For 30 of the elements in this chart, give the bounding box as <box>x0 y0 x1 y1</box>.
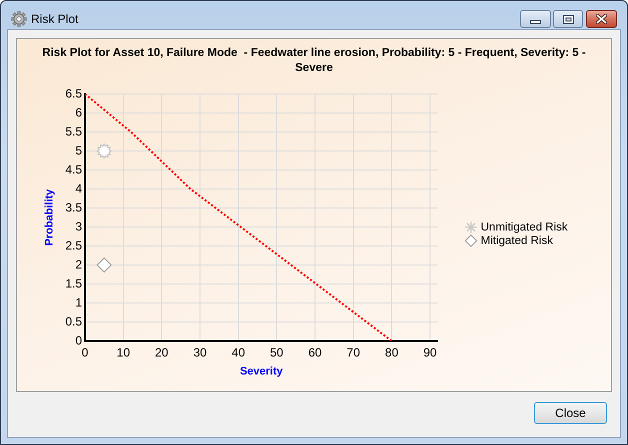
window-title: Risk Plot <box>31 11 78 27</box>
y-tick-label: 0 <box>75 333 82 348</box>
y-tick-label: 4 <box>75 181 82 196</box>
x-tick-label: 90 <box>423 346 438 360</box>
x-tick-label: 60 <box>308 346 322 360</box>
x-tick-label: 40 <box>232 346 246 360</box>
y-axis-title: Probability <box>44 188 56 246</box>
x-tick-label: 70 <box>346 346 360 360</box>
x-tick-label: 30 <box>193 346 208 360</box>
close-button-label: Close <box>555 406 586 420</box>
y-tick-label: 5.5 <box>65 124 82 138</box>
y-tick-label: 3 <box>75 219 82 234</box>
y-tick-label: 1.5 <box>65 276 82 290</box>
y-tick-label: 3.5 <box>65 200 82 214</box>
x-tick-label: 80 <box>385 346 399 360</box>
y-tick-label: 4.5 <box>65 162 82 176</box>
y-tick-label: 2 <box>75 257 82 272</box>
y-tick-label: 5 <box>75 143 82 158</box>
x-axis-title: Severity <box>240 365 284 378</box>
y-tick-label: 1 <box>75 295 82 310</box>
chart-title: Risk Plot for Asset 10, Failure Mode - Feedwater line erosion, Probability: 5 - Frequent, Severity: 5 - Severe <box>42 47 586 74</box>
x-tick-label: 50 <box>270 346 284 360</box>
y-tick-label: 6.5 <box>65 86 82 100</box>
legend-label: Mitigated Risk <box>480 234 554 247</box>
legend-label: Unmitigated Risk <box>480 221 568 234</box>
y-tick-label: 0.5 <box>65 314 82 328</box>
y-tick-label: 6 <box>75 105 82 120</box>
x-tick-label: 20 <box>154 346 169 360</box>
y-tick-label: 2.5 <box>65 238 82 252</box>
x-tick-label: 10 <box>116 346 130 360</box>
